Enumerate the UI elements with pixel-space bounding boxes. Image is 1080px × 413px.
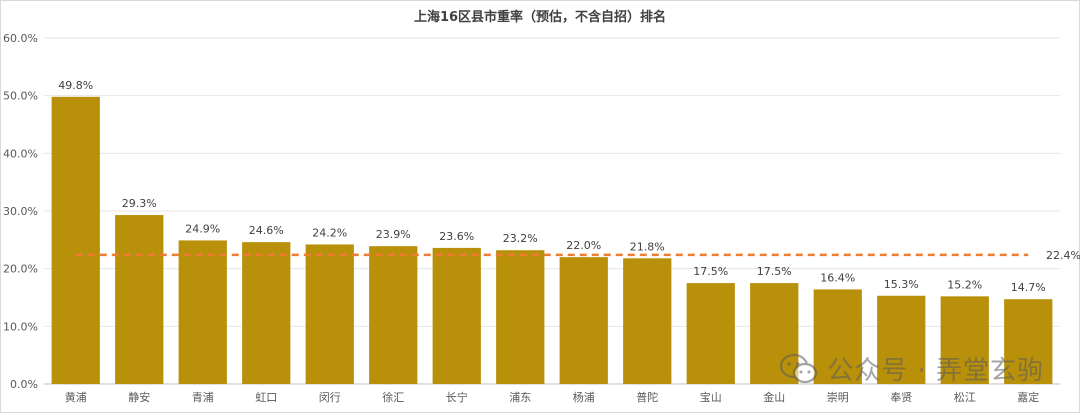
data-label: 24.2%	[312, 226, 347, 239]
bar	[750, 283, 799, 384]
x-tick-label: 浦东	[509, 391, 531, 404]
bar	[115, 215, 164, 384]
bar	[1004, 299, 1053, 384]
data-label: 15.2%	[947, 278, 982, 291]
x-tick-label: 静安	[128, 390, 150, 404]
chart-title: 上海16区县市重率（预估，不含自招）排名	[413, 10, 667, 25]
x-tick-label: 闵行	[319, 390, 341, 404]
bar	[305, 244, 354, 384]
data-label: 22.0%	[566, 239, 601, 252]
bar	[178, 240, 227, 384]
data-label: 24.6%	[249, 224, 284, 237]
data-label: 23.2%	[503, 232, 538, 245]
watermark-text: 公众号 · 弄堂玄驹	[827, 356, 1044, 386]
x-tick-label: 嘉定	[1017, 390, 1039, 404]
bar	[242, 242, 291, 384]
x-tick-label: 奉贤	[890, 390, 912, 404]
bar	[432, 247, 481, 384]
x-tick-label: 宝山	[700, 390, 722, 404]
bar	[940, 296, 989, 384]
data-label: 49.8%	[58, 79, 93, 92]
data-label: 17.5%	[757, 265, 792, 278]
y-tick-label: 30.0%	[3, 205, 38, 218]
bar	[877, 295, 926, 384]
x-tick-label: 松江	[954, 390, 976, 404]
data-label: 23.9%	[376, 228, 411, 241]
y-tick-label: 40.0%	[3, 147, 38, 160]
y-tick-label: 0.0%	[10, 378, 38, 391]
x-tick-label: 虹口	[255, 391, 277, 404]
bar	[51, 96, 100, 384]
bar	[623, 258, 672, 384]
data-label: 17.5%	[693, 265, 728, 278]
watermark: 公众号 · 弄堂玄驹	[779, 350, 1044, 387]
x-tick-label: 徐汇	[382, 390, 404, 404]
x-tick-label: 黄浦	[65, 390, 87, 404]
bar	[559, 257, 608, 384]
data-label: 29.3%	[122, 197, 157, 210]
y-tick-label: 10.0%	[3, 320, 38, 333]
wechat-icon	[780, 353, 818, 383]
x-tick-label: 崇明	[827, 391, 849, 404]
bar	[686, 283, 735, 384]
reference-line-label: 22.4%	[1046, 249, 1080, 262]
data-label: 16.4%	[820, 271, 855, 284]
x-tick-label: 普陀	[636, 390, 658, 404]
bar	[813, 289, 862, 384]
x-tick-label: 长宁	[446, 390, 468, 404]
data-label: 15.3%	[884, 278, 919, 291]
y-tick-label: 20.0%	[3, 263, 38, 276]
y-tick-label: 50.0%	[3, 90, 38, 103]
bar	[496, 250, 545, 384]
data-label: 14.7%	[1011, 281, 1046, 294]
data-label: 21.8%	[630, 240, 665, 253]
data-label: 24.9%	[185, 222, 220, 235]
x-tick-label: 金山	[763, 390, 785, 404]
data-label: 23.6%	[439, 230, 474, 243]
x-tick-label: 杨浦	[573, 390, 595, 404]
y-tick-label: 60.0%	[3, 32, 38, 45]
x-tick-label: 青浦	[192, 391, 214, 404]
bar	[369, 246, 418, 384]
